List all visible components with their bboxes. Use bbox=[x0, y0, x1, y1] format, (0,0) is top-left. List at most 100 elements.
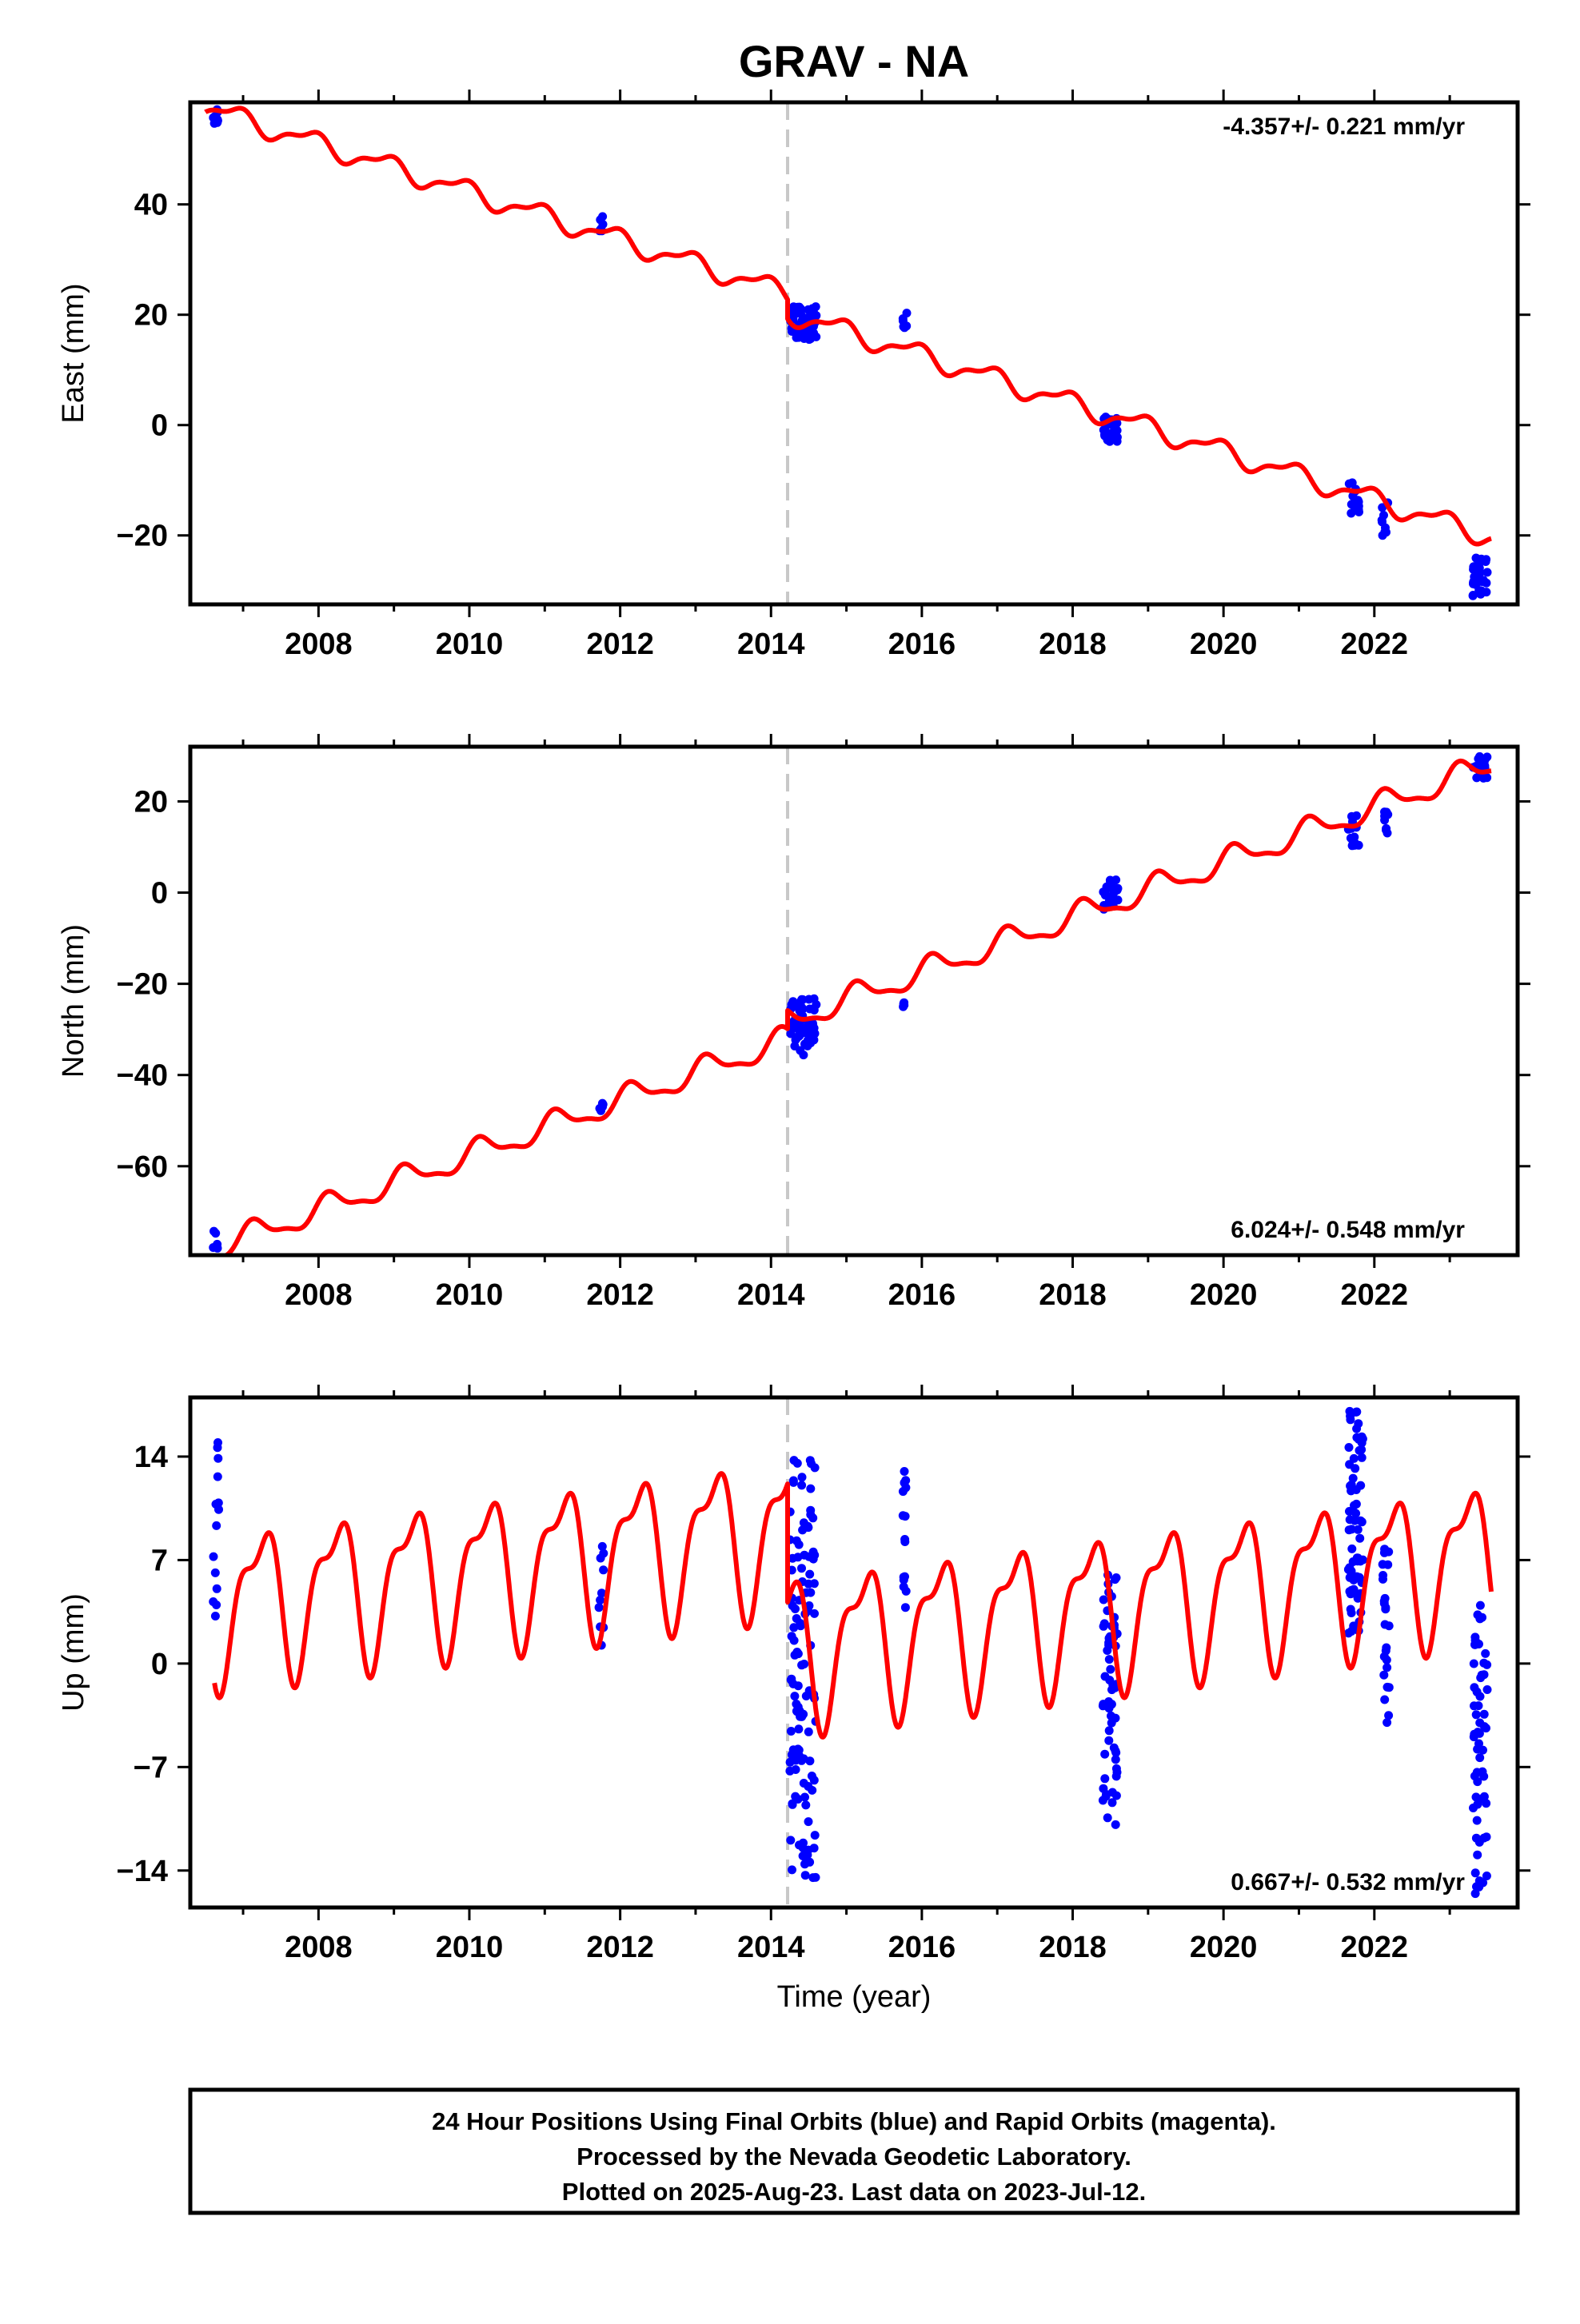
up-data-point bbox=[1344, 1443, 1354, 1452]
up-data-point bbox=[1470, 1701, 1478, 1711]
up-data-point bbox=[1475, 1614, 1485, 1624]
up-data-point bbox=[901, 1586, 911, 1596]
up-data-point bbox=[1378, 1560, 1387, 1569]
up-data-point bbox=[792, 1536, 801, 1545]
up-data-point bbox=[212, 1584, 221, 1593]
up-data-point bbox=[900, 1572, 909, 1581]
up-x-tick-label: 2016 bbox=[888, 1931, 956, 1964]
up-data-point bbox=[1382, 1663, 1392, 1672]
up-data-point bbox=[810, 1608, 819, 1618]
up-data-point bbox=[1471, 1833, 1481, 1843]
north-y-axis: −60 −40 −20 0 20 bbox=[117, 785, 1530, 1184]
north-data-point bbox=[1380, 807, 1389, 817]
up-data-point bbox=[788, 1800, 797, 1809]
east-frame bbox=[188, 100, 1520, 607]
north-data-point bbox=[1474, 754, 1483, 763]
up-data-point bbox=[1104, 1697, 1114, 1706]
up-data-point bbox=[900, 1467, 909, 1476]
up-data-point bbox=[212, 1521, 221, 1530]
up-data-point bbox=[1344, 1525, 1354, 1535]
up-data-point bbox=[792, 1700, 801, 1708]
east-data-point bbox=[792, 333, 801, 342]
east-y-axis-title: East (mm) bbox=[57, 283, 90, 423]
east-points bbox=[209, 105, 1492, 600]
up-data-point bbox=[1381, 1604, 1390, 1614]
east-x-axis: 2008 2010 2012 2014 2016 2018 2020 2022 bbox=[241, 90, 1451, 661]
north-data-point bbox=[595, 1104, 604, 1113]
east-data-point bbox=[1481, 557, 1490, 566]
up-data-point bbox=[1473, 1777, 1482, 1787]
north-x-tick-label: 2016 bbox=[888, 1278, 956, 1312]
north-data-point bbox=[796, 997, 805, 1007]
up-data-point bbox=[788, 1865, 796, 1875]
north-data-point bbox=[796, 1046, 805, 1055]
east-rate-label: -4.357+/- 0.221 mm/yr bbox=[1223, 114, 1465, 140]
east-x-tick-label: 2010 bbox=[436, 628, 504, 661]
up-data-point bbox=[213, 1498, 223, 1508]
up-data-point bbox=[1103, 1813, 1112, 1823]
north-frame bbox=[188, 744, 1520, 1258]
up-panel: 2008 2010 2012 2014 2016 2018 2020 2022 −14 −7 0 7 1… bbox=[57, 1385, 1530, 2014]
north-y-tick-label: −60 bbox=[117, 1150, 168, 1184]
up-data-point bbox=[808, 1513, 818, 1523]
east-data-point bbox=[1353, 496, 1363, 505]
up-plot-area bbox=[209, 1397, 1494, 1907]
east-x-tick-label: 2014 bbox=[737, 628, 805, 661]
up-x-tick-label: 2010 bbox=[436, 1931, 504, 1964]
up-data-point bbox=[790, 1650, 800, 1660]
east-data-point bbox=[1482, 578, 1491, 588]
north-data-point bbox=[1346, 833, 1355, 843]
up-data-point bbox=[1349, 1621, 1359, 1631]
up-y-tick-label: 7 bbox=[151, 1544, 168, 1577]
up-data-point bbox=[1479, 1833, 1489, 1843]
up-data-point bbox=[1100, 1749, 1110, 1759]
east-data-point bbox=[801, 314, 811, 324]
up-data-point bbox=[1470, 1632, 1480, 1642]
up-data-point bbox=[789, 1623, 799, 1632]
up-data-point bbox=[1111, 1755, 1120, 1764]
up-data-point bbox=[209, 1597, 218, 1606]
up-data-point bbox=[1481, 1648, 1490, 1658]
up-data-point bbox=[1106, 1664, 1115, 1674]
east-data-point bbox=[1471, 553, 1481, 563]
up-data-point bbox=[797, 1564, 806, 1573]
up-data-point bbox=[1474, 1728, 1484, 1738]
up-data-point bbox=[1347, 1608, 1356, 1617]
up-data-point bbox=[1101, 1792, 1111, 1801]
up-data-point bbox=[1472, 1768, 1482, 1777]
up-data-point bbox=[797, 1660, 807, 1670]
up-data-point bbox=[1348, 1473, 1358, 1483]
up-data-point bbox=[1357, 1517, 1367, 1527]
chart-title: GRAV - NA bbox=[739, 36, 969, 86]
up-data-point bbox=[1111, 1764, 1121, 1773]
north-data-point bbox=[1100, 891, 1110, 900]
up-data-point bbox=[793, 1795, 803, 1804]
caption-line-3: Plotted on 2025-Aug-23. Last data on 202… bbox=[562, 2178, 1146, 2206]
up-data-point bbox=[1099, 1621, 1108, 1631]
up-data-point bbox=[1100, 1774, 1110, 1784]
east-data-point bbox=[1112, 436, 1122, 446]
north-y-tick-label: −40 bbox=[117, 1059, 168, 1093]
east-data-point bbox=[1482, 568, 1492, 577]
north-x-tick-label: 2020 bbox=[1190, 1278, 1258, 1312]
up-data-point bbox=[794, 1724, 804, 1734]
up-data-point bbox=[1345, 1515, 1355, 1525]
up-data-point bbox=[1482, 1685, 1492, 1694]
up-data-point bbox=[1351, 1499, 1361, 1509]
north-data-point bbox=[1480, 761, 1490, 771]
up-data-point bbox=[1107, 1798, 1117, 1808]
up-data-point bbox=[1109, 1682, 1119, 1692]
up-data-point bbox=[1111, 1820, 1120, 1829]
up-data-point bbox=[1104, 1726, 1114, 1736]
up-data-point bbox=[597, 1589, 606, 1598]
up-data-point bbox=[810, 1831, 820, 1840]
up-y-tick-label: −7 bbox=[134, 1751, 168, 1784]
up-data-point bbox=[1479, 1709, 1489, 1719]
up-data-point bbox=[1475, 1753, 1485, 1763]
north-data-point bbox=[1382, 828, 1392, 838]
north-data-point bbox=[1106, 876, 1115, 886]
up-y-axis: −14 −7 0 7 14 bbox=[117, 1441, 1530, 1888]
east-y-tick-label: 40 bbox=[134, 189, 168, 222]
up-data-point bbox=[1379, 1571, 1388, 1580]
